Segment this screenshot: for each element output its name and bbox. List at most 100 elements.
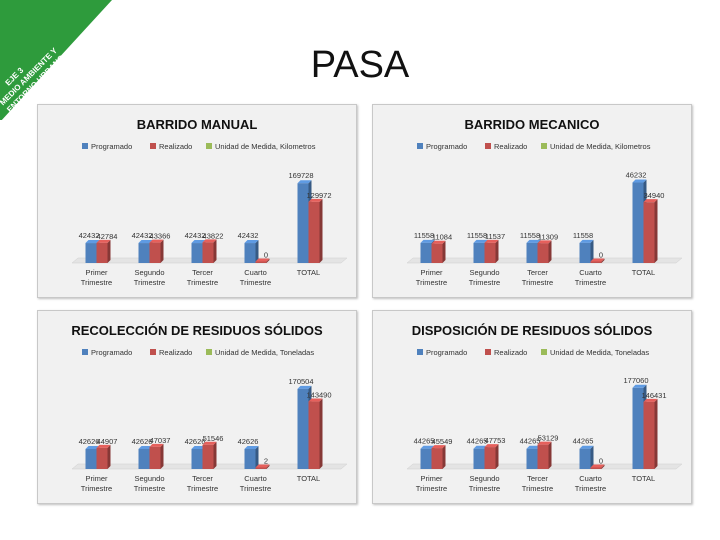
category-label: TOTAL xyxy=(632,268,655,277)
bar-realizado xyxy=(643,401,655,469)
bar-side xyxy=(495,239,499,263)
bar-realizado xyxy=(537,444,549,469)
data-label: 46232 xyxy=(626,171,647,180)
bar-top xyxy=(526,445,541,449)
bar-realizado xyxy=(96,242,108,263)
bar-side xyxy=(654,199,658,263)
bar-realizado xyxy=(96,447,108,469)
bar-top xyxy=(297,385,312,389)
bar-top xyxy=(138,240,153,244)
data-label: 53129 xyxy=(538,434,559,443)
bar-side xyxy=(590,445,594,469)
legend-label: Programado xyxy=(91,348,132,357)
bar-top xyxy=(473,239,488,243)
legend-label: Realizado xyxy=(159,142,192,151)
data-label: 177060 xyxy=(623,376,648,385)
bar-programado xyxy=(473,242,485,263)
category-label: TOTAL xyxy=(632,474,655,483)
data-label: 42626 xyxy=(79,437,100,446)
bar-top xyxy=(537,441,552,445)
bar-programado xyxy=(526,242,538,263)
category-label: Segundo Trimestre xyxy=(469,268,500,287)
data-label: 143490 xyxy=(306,391,331,400)
category-label: Tercer Trimestre xyxy=(522,474,553,493)
bar-side xyxy=(548,240,552,263)
data-label: 44265 xyxy=(414,437,435,446)
bar-top xyxy=(579,445,594,449)
bar-top xyxy=(244,240,259,244)
bar-top xyxy=(202,239,217,243)
data-label: 43822 xyxy=(203,231,224,240)
data-label: 0 xyxy=(599,251,603,260)
category-label: Cuarto Trimestre xyxy=(575,474,606,493)
data-label: 42432 xyxy=(132,231,153,240)
legend-swatch xyxy=(150,143,156,149)
bar-programado xyxy=(632,182,644,263)
bar-top xyxy=(255,258,270,262)
category-label: Segundo Trimestre xyxy=(134,268,165,287)
data-label: 11558 xyxy=(414,231,434,240)
bar-top xyxy=(191,445,206,449)
bar-top xyxy=(484,444,499,448)
bar-top xyxy=(579,239,594,243)
bar-top xyxy=(138,445,153,449)
legend-label: Realizado xyxy=(494,142,527,151)
bar-realizado xyxy=(431,243,443,263)
data-label: 11084 xyxy=(432,233,452,242)
data-label: 42626 xyxy=(185,437,206,446)
bar-side xyxy=(107,444,111,469)
bar-top xyxy=(85,240,100,244)
chart-title: RECOLECCIÓN DE RESIDUOS SÓLIDOS xyxy=(71,323,323,338)
bar-top xyxy=(96,444,111,448)
data-label: 43366 xyxy=(150,232,171,241)
bar-top xyxy=(473,445,488,449)
bar-side xyxy=(590,239,594,263)
bar-side xyxy=(442,445,446,469)
bar-top xyxy=(202,441,217,445)
bar-side xyxy=(160,239,164,263)
data-label: 51546 xyxy=(203,434,224,443)
bar-top xyxy=(632,384,647,388)
bar-realizado xyxy=(308,201,320,263)
bar-programado xyxy=(420,242,432,263)
bar-top xyxy=(526,239,541,243)
chart-title: BARRIDO MECANICO xyxy=(464,117,599,132)
bar-top xyxy=(149,443,164,447)
data-label: 45549 xyxy=(432,437,453,446)
category-label: TOTAL xyxy=(297,268,320,277)
bar-programado xyxy=(138,448,150,469)
bar-top xyxy=(191,240,206,244)
bar-top xyxy=(255,464,270,468)
category-label: Tercer Trimestre xyxy=(187,474,218,493)
bar-side xyxy=(319,198,323,263)
legend-swatch xyxy=(82,143,88,149)
bar-side xyxy=(319,398,323,469)
bar-side xyxy=(213,239,217,263)
bar-programado xyxy=(191,243,203,263)
legend-swatch xyxy=(206,349,212,355)
chart-svg: RECOLECCIÓN DE RESIDUOS SÓLIDOS Programad… xyxy=(71,323,348,493)
data-label: 42626 xyxy=(132,437,153,446)
bar-programado xyxy=(473,448,485,469)
chart-barrido-mecanico: BARRIDO MECANICO Programado Realizado Unida… xyxy=(372,104,692,298)
bar-top xyxy=(431,240,446,244)
bar-realizado xyxy=(431,448,443,469)
bar-programado xyxy=(244,243,256,263)
bar-top xyxy=(590,258,605,262)
data-label: 47037 xyxy=(150,436,171,445)
bar-top xyxy=(632,179,647,183)
data-label: 11558 xyxy=(467,231,487,240)
slide-title: PASA xyxy=(310,44,410,86)
data-label: 42432 xyxy=(79,231,100,240)
chart-recoleccion-residuos: RECOLECCIÓN DE RESIDUOS SÓLIDOS Programad… xyxy=(37,310,357,504)
legend-swatch xyxy=(150,349,156,355)
bar-top xyxy=(149,239,164,243)
data-label: 42626 xyxy=(238,437,259,446)
category-label: Segundo Trimestre xyxy=(134,474,165,493)
bar-top xyxy=(420,239,435,243)
bar-programado xyxy=(579,448,591,469)
category-label: Cuarto Trimestre xyxy=(240,268,271,287)
chart-svg: BARRIDO MECANICO Programado Realizado Unida… xyxy=(406,117,683,287)
bar-programado xyxy=(85,243,97,263)
bar-side xyxy=(548,441,552,469)
